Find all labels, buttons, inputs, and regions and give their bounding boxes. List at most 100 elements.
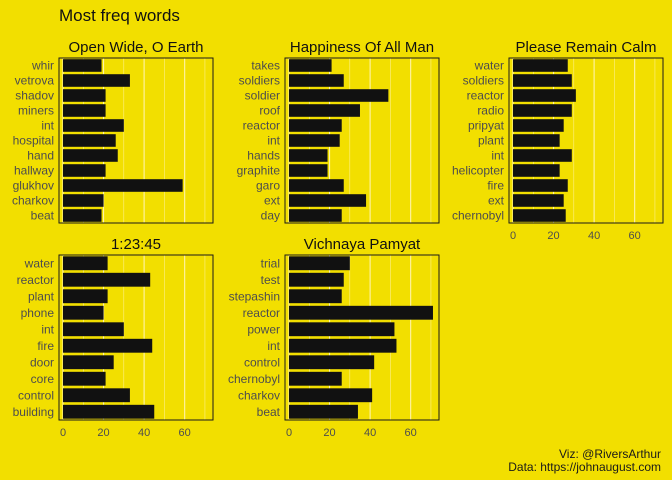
category-label: miners [18,104,54,118]
category-label: graphite [237,164,281,178]
x-tick-label: 20 [97,427,109,439]
bar [513,209,566,222]
category-label: vetrova [15,74,55,88]
bar [63,89,106,102]
bar [289,89,389,102]
bar [289,322,395,337]
category-label: beat [31,209,55,223]
category-label: roof [259,104,280,118]
bar [289,256,350,271]
category-label: water [474,59,504,73]
bar [289,371,342,386]
panel-border [58,57,214,224]
bar [289,388,373,403]
bar [289,104,360,117]
x-tick-label: 60 [629,230,641,242]
panel-border [284,254,440,421]
x-tick-label: 40 [588,230,600,242]
bar [63,305,104,320]
category-label: int [41,322,54,336]
panel-title: Happiness Of All Man [290,39,434,56]
category-label: building [13,405,54,419]
bar [513,89,576,102]
bar [513,134,560,147]
panel-title: Open Wide, O Earth [68,39,203,56]
category-label: power [247,322,280,336]
x-tick-label: 0 [510,230,516,242]
category-label: chernobyl [228,372,280,386]
category-label: ext [488,194,505,208]
x-tick-label: 20 [323,427,335,439]
category-label: beat [257,405,281,419]
panel-border [508,57,664,224]
category-label: charkov [238,388,280,402]
bar [289,59,332,72]
bar [513,74,572,87]
bar [63,256,108,271]
x-tick-label: 0 [286,427,292,439]
category-label: shadov [15,89,54,103]
bar [63,104,106,117]
panel-title: Please Remain Calm [516,39,657,56]
category-label: soldiers [463,74,504,88]
category-label: charkov [12,194,54,208]
caption-credit: Viz: @RiversArthur [559,447,661,461]
bar [63,209,102,222]
panel-border [58,254,214,421]
bar [513,164,560,177]
bar [63,59,102,72]
category-label: radio [477,104,504,118]
category-label: reactor [243,119,280,133]
category-label: ext [264,194,281,208]
bar [63,149,118,162]
bar [63,371,106,386]
category-label: soldiers [239,74,280,88]
bar [513,149,572,162]
x-tick-label: 20 [547,230,559,242]
bar [513,59,568,72]
caption-source: Data: https://johnaugust.com [508,460,661,474]
x-tick-label: 60 [179,427,191,439]
category-label: control [244,355,280,369]
category-label: fire [37,339,54,353]
category-label: reactor [467,89,504,103]
bar [63,322,124,337]
bar [289,338,397,353]
x-tick-label: 0 [60,427,66,439]
bar [513,104,572,117]
bar [289,134,340,147]
category-label: glukhov [13,179,54,193]
category-label: int [41,119,54,133]
bar [63,272,151,287]
x-tick-label: 60 [405,427,417,439]
bar [289,149,328,162]
category-label: phone [21,306,55,320]
category-label: whir [31,59,54,73]
bar [289,119,342,132]
category-label: day [261,209,280,223]
bar [63,404,155,419]
bar [289,209,342,222]
bar [63,289,108,304]
category-label: reactor [243,306,280,320]
category-label: chernobyl [452,209,504,223]
category-label: helicopter [452,164,504,178]
bar [63,194,104,207]
bar [289,74,344,87]
category-label: trial [261,256,280,270]
bar [289,164,328,177]
category-label: int [491,149,504,163]
bar [289,305,433,320]
panel-title: Vichnaya Pamyat [304,236,421,253]
bar [63,338,153,353]
category-label: garo [256,179,280,193]
category-label: int [267,134,280,148]
panel-border [284,57,440,224]
category-label: control [18,388,54,402]
category-label: test [261,273,281,287]
category-label: soldier [245,89,280,103]
category-label: hands [247,149,280,163]
panel-title: 1:23:45 [111,236,161,253]
category-label: hand [27,149,54,163]
